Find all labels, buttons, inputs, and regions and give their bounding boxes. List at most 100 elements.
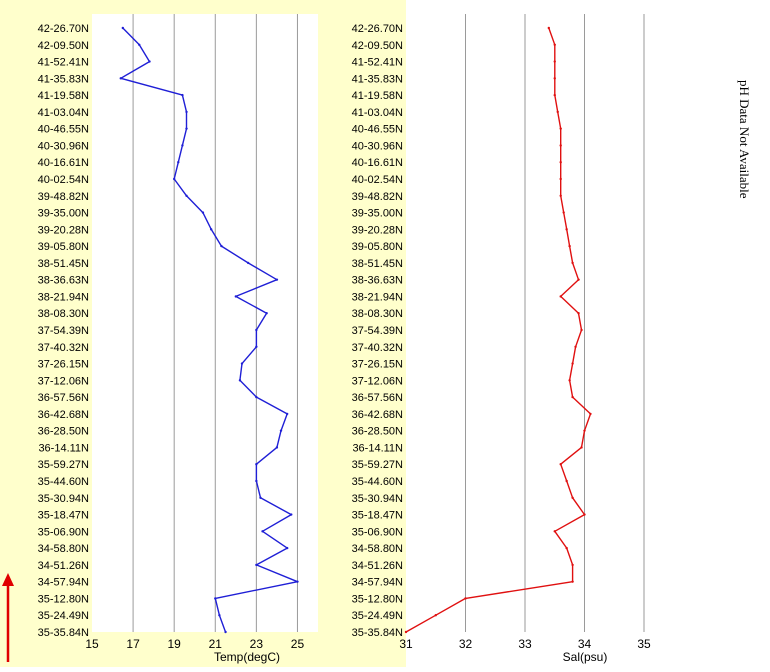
data-point xyxy=(285,412,289,416)
data-point xyxy=(559,177,562,181)
data-point xyxy=(583,429,586,432)
data-point xyxy=(275,278,279,281)
y-tick-label: 35-59.27N xyxy=(352,459,403,471)
y-tick-label: 40-02.54N xyxy=(38,174,89,186)
data-point xyxy=(565,546,568,550)
data-point xyxy=(234,295,238,298)
data-point xyxy=(559,127,562,130)
data-point xyxy=(185,127,188,130)
y-tick-label: 40-16.61N xyxy=(352,157,403,169)
y-tick-label: 36-42.68N xyxy=(38,409,89,421)
data-point xyxy=(255,328,258,332)
data-point xyxy=(255,479,258,483)
data-point xyxy=(571,580,574,583)
y-tick-label: 38-21.94N xyxy=(38,291,89,303)
x-tick-label: 33 xyxy=(518,637,532,651)
y-tick-label: 34-51.26N xyxy=(352,560,403,572)
data-point xyxy=(553,530,556,533)
data-point xyxy=(201,211,205,214)
y-tick-label: 42-09.50N xyxy=(352,40,403,52)
data-point xyxy=(553,77,556,80)
y-tick-label: 37-26.15N xyxy=(38,359,89,371)
y-tick-label: 35-44.60N xyxy=(352,476,403,488)
ph-unavailable-note: pH Data Not Available xyxy=(736,80,756,260)
y-tick-label: 35-06.90N xyxy=(38,526,89,538)
data-point xyxy=(185,194,188,197)
data-point xyxy=(265,312,268,315)
x-tick-label: 17 xyxy=(126,637,140,651)
data-point xyxy=(246,261,250,265)
y-tick-label: 40-16.61N xyxy=(38,157,89,169)
y-tick-label: 41-52.41N xyxy=(352,57,403,69)
y-tick-label: 37-40.32N xyxy=(38,342,89,354)
x-tick-label: 32 xyxy=(459,637,473,651)
data-point xyxy=(255,563,258,567)
up-arrow-icon xyxy=(2,573,14,662)
y-tick-label: 35-24.49N xyxy=(38,610,89,622)
data-point xyxy=(434,614,437,617)
y-tick-label: 37-12.06N xyxy=(38,375,89,387)
arrow-head xyxy=(2,573,14,586)
data-point xyxy=(559,295,562,298)
y-tick-label: 40-30.96N xyxy=(38,140,89,152)
data-point xyxy=(580,446,583,449)
y-tick-label: 42-26.70N xyxy=(352,23,403,35)
y-tick-label: 36-28.50N xyxy=(352,426,403,438)
chart-panel-2: 31 32 33 34 35 42-26.70N 42-09.50N 41-52.41N 41-… xyxy=(318,0,651,667)
x-axis-label: Sal(psu) xyxy=(563,650,608,664)
y-tick-label: 41-03.04N xyxy=(38,107,89,119)
data-point xyxy=(589,412,592,416)
y-tick-label: 36-42.68N xyxy=(352,409,403,421)
data-point xyxy=(574,345,577,348)
y-tick-label: 38-36.63N xyxy=(38,275,89,287)
y-tick-label: 36-57.56N xyxy=(38,392,89,404)
data-point xyxy=(240,362,244,365)
data-point xyxy=(224,630,227,634)
y-tick-label: 42-26.70N xyxy=(38,23,89,35)
data-point xyxy=(568,244,571,248)
data-point xyxy=(185,110,188,114)
data-point xyxy=(565,228,568,231)
y-tick-label: 38-21.94N xyxy=(352,291,403,303)
y-tick-label: 39-05.80N xyxy=(352,241,403,253)
data-point xyxy=(255,345,258,348)
y-tick-label: 42-09.50N xyxy=(38,40,89,52)
y-tick-label: 39-35.00N xyxy=(38,208,89,220)
data-point xyxy=(181,144,184,147)
y-tick-label: 39-20.28N xyxy=(352,224,403,236)
y-tick-label: 41-52.41N xyxy=(38,57,89,69)
y-tick-label: 41-19.58N xyxy=(38,90,89,102)
y-tick-label: 41-35.83N xyxy=(38,73,89,85)
data-point xyxy=(275,446,279,449)
data-point xyxy=(568,379,571,382)
y-tick-label: 39-20.28N xyxy=(38,224,89,236)
data-point xyxy=(556,110,559,114)
data-point xyxy=(577,278,580,281)
y-tick-label: 39-48.82N xyxy=(38,191,89,203)
y-tick-label: 38-51.45N xyxy=(38,258,89,270)
y-tick-label: 39-05.80N xyxy=(38,241,89,253)
y-tick-label: 38-51.45N xyxy=(352,258,403,270)
y-tick-label: 34-57.94N xyxy=(352,577,403,589)
data-point xyxy=(259,496,262,499)
data-point xyxy=(119,77,122,80)
x-tick-label: 21 xyxy=(209,637,223,651)
data-point xyxy=(583,513,586,516)
data-point xyxy=(565,479,568,483)
data-point xyxy=(279,429,283,432)
y-tick-label: 35-30.94N xyxy=(38,493,89,505)
y-tick-label: 35-35.84N xyxy=(38,627,89,639)
y-tick-label: 37-54.39N xyxy=(352,325,403,337)
y-tick-label: 35-18.47N xyxy=(352,510,403,522)
data-point xyxy=(214,597,217,600)
y-tick-label: 35-59.27N xyxy=(38,459,89,471)
data-point xyxy=(296,580,299,583)
data-point xyxy=(404,630,408,634)
y-tick-label: 35-35.84N xyxy=(352,627,403,639)
y-tick-label: 41-19.58N xyxy=(352,90,403,102)
y-tick-label: 36-28.50N xyxy=(38,426,89,438)
data-point xyxy=(559,161,562,164)
y-tick-label: 37-54.39N xyxy=(38,325,89,337)
